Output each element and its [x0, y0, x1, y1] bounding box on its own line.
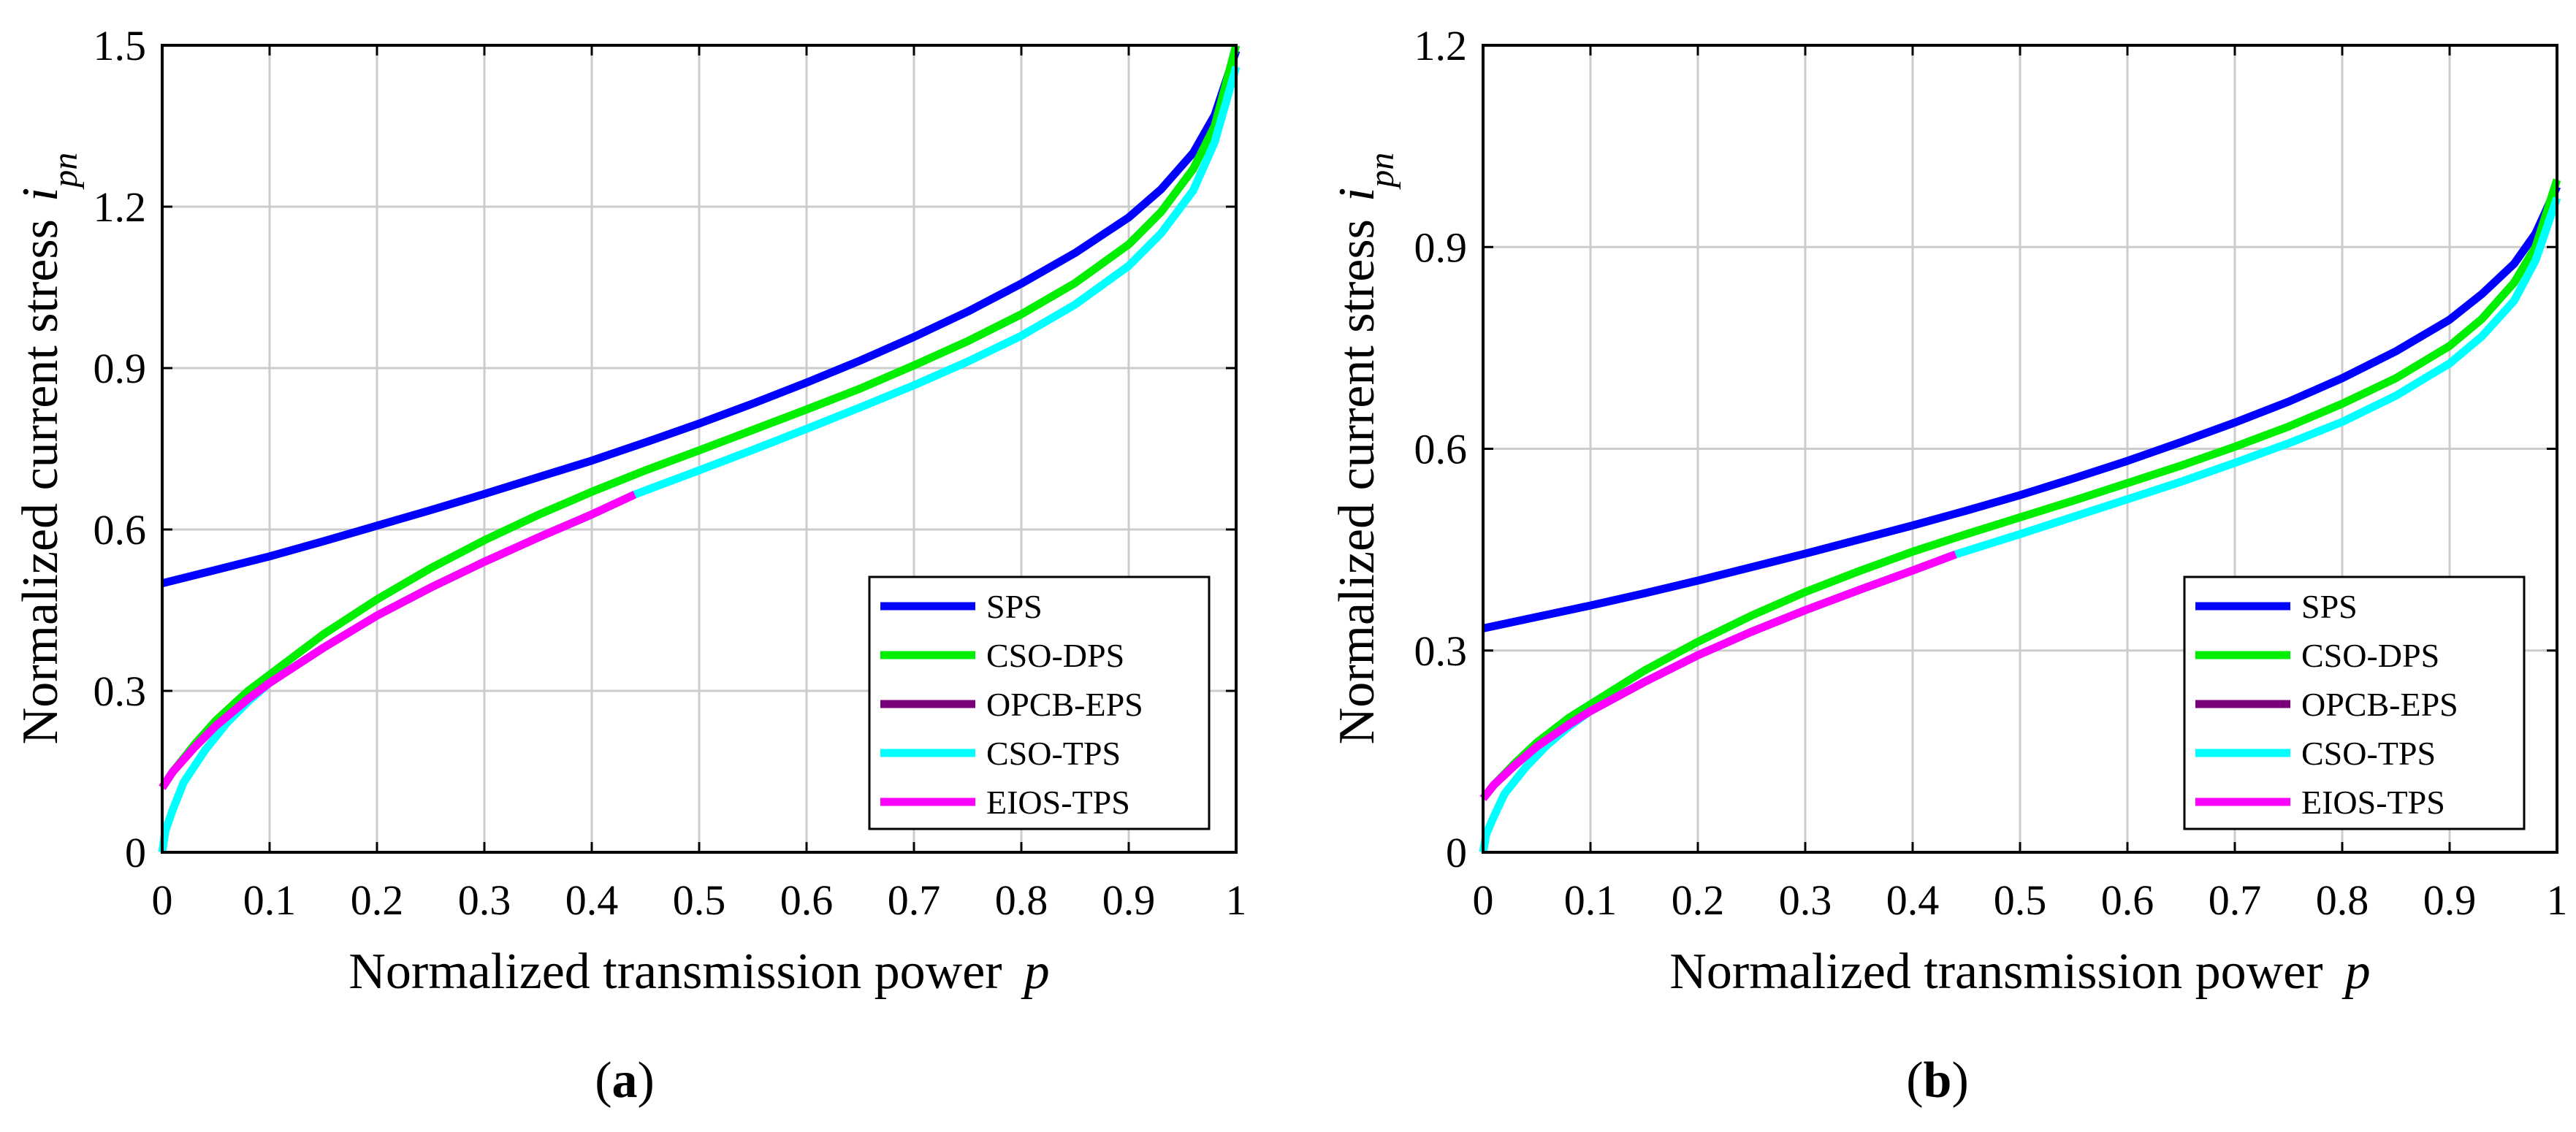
panel-a-series-line-cso-dps: [159, 44, 1241, 790]
panel-a-lines: [158, 44, 1241, 853]
panel-a-y-tick-label-5: 1.5: [94, 22, 147, 69]
panel-a-y-axis-variable: i: [12, 188, 69, 202]
panel-a-x-tick-label-10: 1: [1226, 876, 1247, 924]
panel-b-y-axis-label-text: Normalized current stress: [1329, 219, 1385, 744]
panel-b-legend-label-cso-tps: CSO-TPS: [2301, 735, 2436, 772]
panel-b-x-axis-variable: p: [2341, 944, 2371, 1000]
panel-a-x-tick-label-2: 0.2: [351, 876, 404, 924]
panel-b-x-tick-label-10: 1: [2547, 876, 2568, 924]
panel-b-y-tick-label-1: 0.3: [1414, 627, 1468, 675]
panel-a-y-tick-label-0: 0: [125, 829, 146, 876]
panel-a-y-axis-label-text: Normalized current stress: [12, 219, 69, 744]
panel-b-x-tick-label-9: 0.9: [2423, 876, 2477, 924]
panel-a-caption-open: (: [595, 1052, 611, 1109]
panel-a-y-axis-subscript: pn: [46, 153, 85, 190]
panel-b-x-tick-label-7: 0.7: [2209, 876, 2262, 924]
panel-b-y-axis-subscript: pn: [1363, 153, 1401, 190]
panel-b-caption-open: (: [1906, 1052, 1923, 1109]
panel-a-series-line-sps: [161, 49, 1241, 588]
panel-a-legend-label-eios-tps: EIOS-TPS: [986, 784, 1130, 821]
panel-b-y-tick-label-2: 0.6: [1414, 426, 1468, 473]
panel-a-legend-label-opcb-eps: OPCB-EPS: [986, 686, 1143, 723]
panel-a-x-axis-label-text: Normalized transmission power: [348, 944, 1002, 1000]
panel-a-caption-letter: a: [612, 1052, 638, 1109]
panel-a-caption: (a): [595, 1052, 655, 1109]
panel-b: 0 0.1 0.2 0.3 0.4 0.5 0.6 0.7 0.8 0.9 1 0 0.3 0.6 0.9…: [1329, 22, 2568, 1109]
panel-a-x-tick-label-9: 0.9: [1102, 876, 1156, 924]
panel-b-y-tick-labels: 0 0.3 0.6 0.9 1.2: [1414, 22, 1468, 876]
panel-a-series-line-eios-tps: [159, 491, 637, 790]
panel-b-series-line-eios-tps: [1479, 550, 1957, 801]
panel-a-y-tick-labels: 0 0.3 0.6 0.9 1.2 1.5: [94, 22, 147, 876]
panel-b-x-tick-label-2: 0.2: [1672, 876, 1725, 924]
panel-b-x-tick-label-5: 0.5: [1994, 876, 2047, 924]
panel-b-series-line-sps: [1482, 185, 2561, 632]
panel-b-x-tick-label-8: 0.8: [2316, 876, 2369, 924]
panel-b-y-axis-label: Normalized current stress ipn: [1329, 153, 1401, 745]
panel-b-caption-letter: b: [1924, 1052, 1952, 1109]
panel-a-y-tick-label-3: 0.9: [94, 345, 147, 392]
panel-a-x-tick-label-4: 0.4: [565, 876, 619, 924]
panel-a-y-axis-label: Normalized current stress ipn: [12, 153, 85, 745]
panel-b-legend-label-opcb-eps: OPCB-EPS: [2301, 686, 2458, 723]
panel-a-legend-label-cso-tps: CSO-TPS: [986, 735, 1121, 772]
panel-b-y-tick-label-0: 0: [1446, 829, 1467, 876]
panel-b-caption: (b): [1906, 1052, 1969, 1109]
panel-b-x-tick-labels: 0 0.1 0.2 0.3 0.4 0.5 0.6 0.7 0.8 0.9 1: [1473, 876, 2568, 924]
panel-a-x-tick-label-8: 0.8: [995, 876, 1048, 924]
panel-b-x-axis-label: Normalized transmission power p: [1669, 944, 2370, 1000]
panel-a-y-tick-label-1: 0.3: [94, 668, 147, 715]
panel-a-caption-close: ): [638, 1052, 655, 1109]
panel-a-legend: SPS CSO-DPS OPCB-EPS CSO-TPS EIOS-TPS: [868, 575, 1211, 830]
panel-a-x-tick-label-6: 0.6: [780, 876, 834, 924]
panel-b-x-tick-label-3: 0.3: [1779, 876, 1832, 924]
panel-a-legend-label-sps: SPS: [986, 588, 1043, 625]
panel-b-y-tick-label-4: 1.2: [1414, 22, 1468, 69]
panel-a-x-tick-label-3: 0.3: [458, 876, 511, 924]
panel-a-y-tick-label-2: 0.6: [94, 506, 147, 554]
panel-a-y-tick-label-4: 1.2: [94, 183, 147, 231]
panel-a-x-tick-label-5: 0.5: [673, 876, 726, 924]
panel-a-x-axis-label: Normalized transmission power p: [348, 944, 1049, 1000]
panel-a-x-tick-label-7: 0.7: [888, 876, 941, 924]
panel-b-x-tick-label-6: 0.6: [2101, 876, 2154, 924]
panel-b-series-line-cso-dps: [1479, 178, 2561, 801]
panel-b-legend: SPS CSO-DPS OPCB-EPS CSO-TPS EIOS-TPS: [2183, 575, 2526, 830]
panel-a-x-tick-labels: 0 0.1 0.2 0.3 0.4 0.5 0.6 0.7 0.8 0.9 1: [152, 876, 1247, 924]
panel-b-caption-close: ): [1951, 1052, 1968, 1109]
panel-b-x-tick-label-4: 0.4: [1886, 876, 1940, 924]
panel-b-legend-label-sps: SPS: [2301, 588, 2358, 625]
panel-a-legend-label-cso-dps: CSO-DPS: [986, 637, 1124, 674]
panel-a-x-axis-variable: p: [1021, 944, 1050, 1000]
panel-a-x-tick-label-0: 0: [152, 876, 173, 924]
panel-b-legend-label-cso-dps: CSO-DPS: [2301, 637, 2439, 674]
panel-b-legend-label-eios-tps: EIOS-TPS: [2301, 784, 2445, 821]
panel-b-x-tick-label-1: 0.1: [1564, 876, 1617, 924]
panel-a-x-tick-label-1: 0.1: [243, 876, 297, 924]
panel-b-x-tick-label-0: 0: [1473, 876, 1494, 924]
panel-b-lines: [1479, 178, 2561, 853]
panel-b-y-tick-label-3: 0.9: [1414, 223, 1468, 271]
panel-b-x-axis-label-text: Normalized transmission power: [1669, 944, 2322, 1000]
panel-b-y-axis-variable: i: [1329, 188, 1385, 202]
panel-a: 0 0.1 0.2 0.3 0.4 0.5 0.6 0.7 0.8 0.9 1 0 0.3 0.6 0.9…: [12, 22, 1247, 1109]
